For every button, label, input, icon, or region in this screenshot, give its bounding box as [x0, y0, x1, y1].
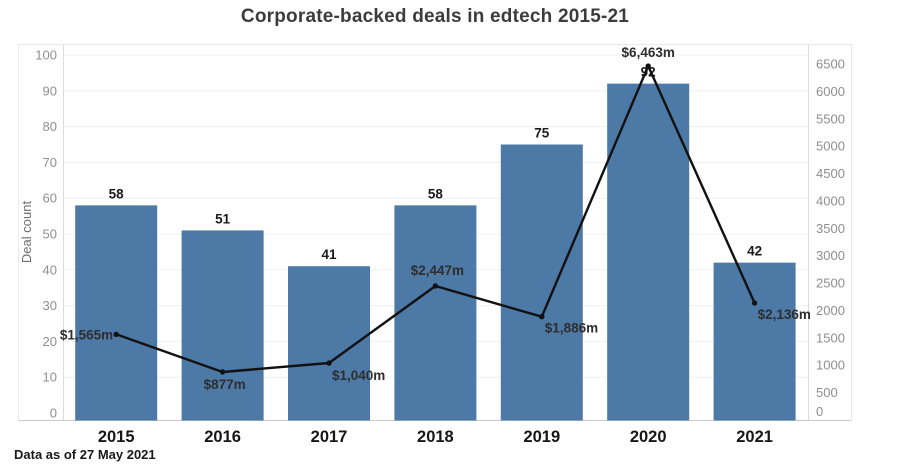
x-axis-label-2018: 2018 [417, 428, 454, 446]
x-axis-label-2015: 2015 [98, 428, 135, 446]
line-point-2018 [432, 283, 439, 289]
bar-2019 [500, 144, 583, 421]
left-tick-label: 30 [43, 298, 57, 313]
right-tick-label: 0 [816, 404, 823, 419]
x-axis-label-2020: 2020 [630, 428, 667, 446]
right-tick-label: 2500 [816, 276, 845, 291]
x-axis-label-2017: 2017 [311, 428, 348, 446]
footer-note: Data as of 27 May 2021 [14, 447, 156, 462]
x-axis-label-2019: 2019 [523, 428, 560, 446]
bar-value-label: 42 [747, 244, 762, 259]
right-tick-label: 5500 [816, 111, 845, 126]
chart-title: Corporate-backed deals in edtech 2015-21 [240, 6, 630, 27]
right-tick-label: 3500 [816, 221, 845, 236]
bar-value-label: 75 [534, 126, 550, 141]
left-tick-label: 40 [43, 262, 57, 277]
right-tick-label: 5000 [816, 139, 845, 154]
right-tick-label: 2000 [816, 303, 845, 318]
bar-value-label: 58 [428, 186, 444, 201]
x-axis-label-2016: 2016 [204, 428, 241, 446]
bar-2016 [181, 230, 264, 421]
right-tick-label: 1500 [816, 330, 845, 345]
x-axis-label-2021: 2021 [736, 428, 773, 446]
left-tick-label: 70 [43, 155, 57, 170]
bar-2021 [713, 262, 796, 421]
left-tick-label: 100 [35, 48, 57, 63]
bar-2015 [75, 205, 158, 421]
bar-value-label: 51 [215, 211, 231, 226]
bar-2020 [607, 83, 690, 421]
line-value-label: $1,886m [545, 321, 598, 336]
line-point-2015 [113, 331, 119, 337]
line-value-label: $2,447m [411, 263, 464, 278]
left-axis-title: Deal count [19, 201, 34, 264]
line-value-label: $6,463m [622, 45, 675, 60]
bar-2018 [394, 205, 477, 421]
left-tick-label: 50 [43, 227, 57, 242]
right-tick-label: 1000 [816, 358, 845, 373]
right-tick-label: 500 [816, 385, 838, 400]
right-tick-label: 6500 [816, 57, 845, 72]
right-tick-label: 6000 [816, 84, 845, 99]
line-value-label: $2,136m [758, 307, 811, 322]
left-tick-label: 90 [43, 83, 57, 98]
left-tick-label: 20 [43, 334, 57, 349]
left-tick-label: 10 [43, 370, 57, 385]
line-point-2020 [645, 63, 651, 69]
right-tick-label: 3000 [816, 248, 845, 263]
line-point-2021 [751, 300, 758, 306]
line-value-label: $877m [204, 377, 246, 392]
right-tick-label: 4000 [816, 193, 845, 208]
line-point-2019 [539, 314, 545, 320]
bar-value-label: 58 [109, 186, 125, 201]
line-point-2017 [326, 360, 332, 366]
line-value-label: $1,565m [60, 327, 113, 342]
left-tick-label: 60 [43, 191, 57, 206]
bar-value-label: 41 [321, 247, 337, 262]
line-point-2016 [219, 369, 226, 375]
line-value-label: $1,040m [332, 368, 385, 383]
left-tick-label: 0 [50, 406, 57, 421]
right-tick-label: 4500 [816, 166, 845, 181]
left-tick-label: 80 [43, 119, 57, 134]
